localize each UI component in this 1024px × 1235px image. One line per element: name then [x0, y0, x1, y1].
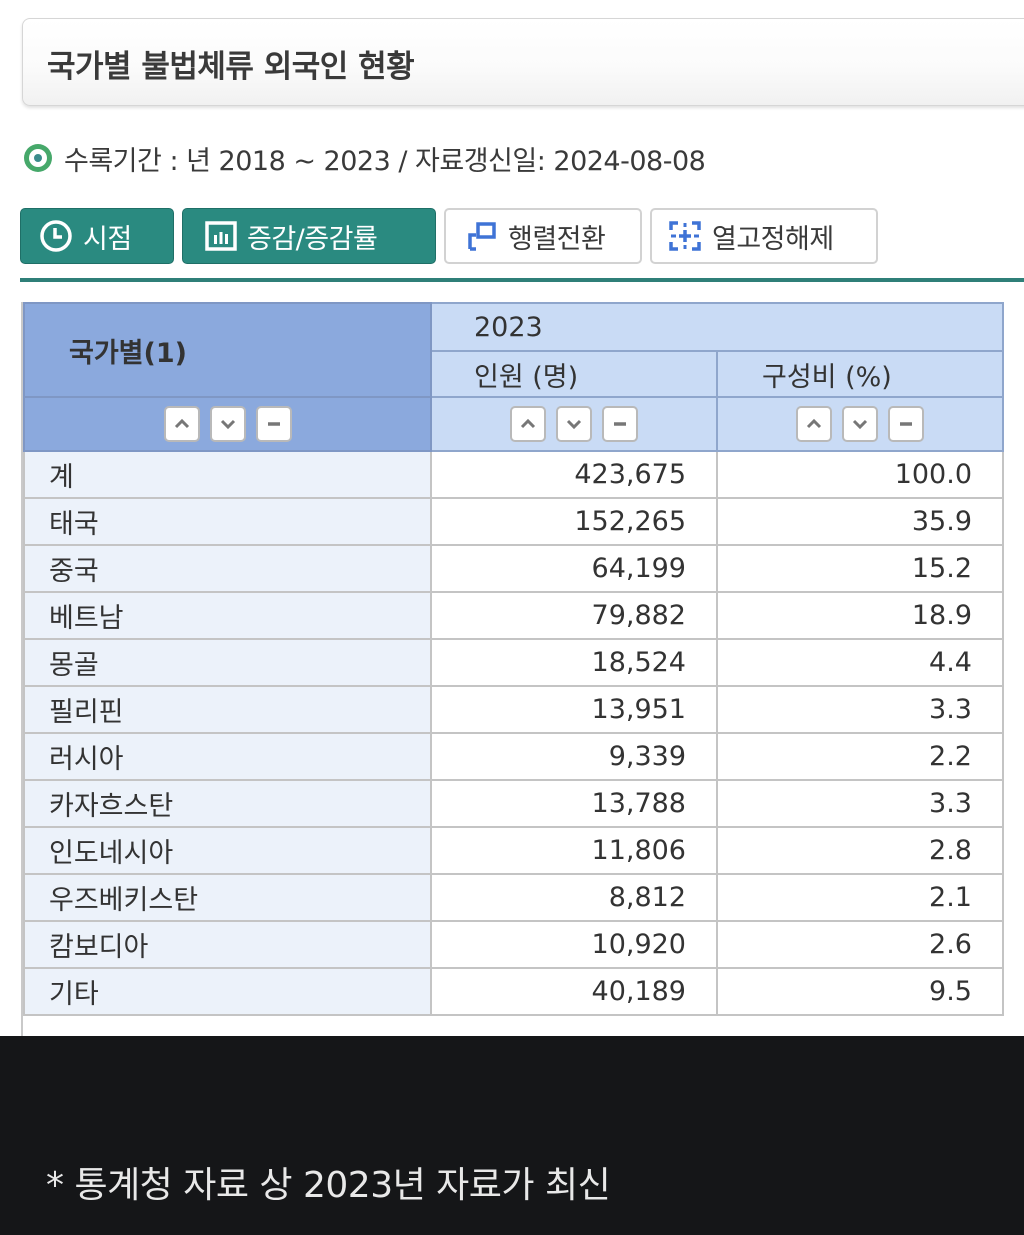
people-cell: 13,951 [430, 685, 718, 734]
sort-ascending-button[interactable] [163, 406, 200, 442]
country-cell: 중국 [23, 544, 432, 593]
people-cell: 18,524 [430, 638, 718, 687]
period-text: 수록기간 : 년 2018 ~ 2023 / 자료갱신일: 2024-08-08 [64, 145, 706, 177]
sort-descending-button[interactable] [556, 406, 592, 442]
statistics-table-container: 국가별(1) 2023 인원 (명) 구성비 (%) [21, 302, 1024, 1036]
table-row: 베트남 79,882 18.9 [23, 591, 1004, 640]
frame-plus-icon [668, 220, 702, 252]
people-cell: 10,920 [430, 920, 718, 969]
share-cell: 18.9 [716, 591, 1004, 640]
share-cell: 2.8 [716, 826, 1004, 875]
table-row: 인도네시아 11,806 2.8 [23, 826, 1004, 875]
country-cell: 기타 [23, 967, 432, 1016]
table-row: 러시아 9,339 2.2 [23, 732, 1004, 781]
table-row: 카자흐스탄 13,788 3.3 [23, 779, 1004, 828]
share-cell: 2.6 [716, 920, 1004, 969]
statistics-table: 국가별(1) 2023 인원 (명) 구성비 (%) [23, 302, 1004, 1016]
column-header-share: 구성비 (%) [716, 350, 1004, 398]
people-cell: 8,812 [430, 873, 718, 922]
bullet-circle-icon [24, 144, 52, 172]
share-sort-controls [716, 396, 1004, 452]
share-cell: 4.4 [716, 638, 1004, 687]
toolbar: 시점 증감/증감률 행렬전환 열고정해제 [20, 208, 878, 264]
people-cell: 64,199 [430, 544, 718, 593]
caption-footer: * 통계청 자료 상 2023년 자료가 최신 [0, 1036, 1024, 1235]
column-header-people: 인원 (명) [430, 350, 718, 398]
people-cell: 13,788 [430, 779, 718, 828]
table-row: 태국 152,265 35.9 [23, 497, 1004, 546]
bar-chart-icon [205, 221, 237, 251]
people-cell: 9,339 [430, 732, 718, 781]
time-point-label: 시점 [83, 223, 132, 255]
toolbar-divider [20, 278, 1024, 282]
country-cell: 우즈베키스탄 [23, 873, 432, 922]
people-cell: 152,265 [430, 497, 718, 546]
country-cell: 러시아 [23, 732, 432, 781]
sort-reset-button[interactable] [255, 406, 292, 442]
table-row: 필리핀 13,951 3.3 [23, 685, 1004, 734]
pivot-label: 행렬전환 [508, 223, 606, 255]
pivot-icon [466, 221, 498, 251]
share-cell: 2.1 [716, 873, 1004, 922]
pivot-button[interactable]: 행렬전환 [444, 208, 642, 264]
table-row: 몽골 18,524 4.4 [23, 638, 1004, 687]
table-row: 기타 40,189 9.5 [23, 967, 1004, 1016]
share-cell: 35.9 [716, 497, 1004, 546]
people-cell: 79,882 [430, 591, 718, 640]
sort-descending-button[interactable] [209, 406, 246, 442]
share-cell: 9.5 [716, 967, 1004, 1016]
time-point-button[interactable]: 시점 [20, 208, 174, 264]
table-row: 중국 64,199 15.2 [23, 544, 1004, 593]
unfreeze-columns-button[interactable]: 열고정해제 [650, 208, 878, 264]
share-cell: 100.0 [716, 450, 1004, 499]
country-cell: 카자흐스탄 [23, 779, 432, 828]
country-cell: 몽골 [23, 638, 432, 687]
footnote-text: * 통계청 자료 상 2023년 자료가 최신 [46, 1165, 611, 1206]
clock-icon [39, 219, 73, 253]
unfreeze-columns-label: 열고정해제 [712, 223, 834, 255]
country-cell: 인도네시아 [23, 826, 432, 875]
title-box: 국가별 불법체류 외국인 현황 [22, 18, 1024, 106]
share-cell: 15.2 [716, 544, 1004, 593]
country-cell: 태국 [23, 497, 432, 546]
share-cell: 2.2 [716, 732, 1004, 781]
sort-reset-button[interactable] [888, 406, 924, 442]
people-cell: 11,806 [430, 826, 718, 875]
country-sort-controls [23, 396, 432, 452]
sort-reset-button[interactable] [602, 406, 638, 442]
country-cell: 필리핀 [23, 685, 432, 734]
country-cell: 캄보디아 [23, 920, 432, 969]
row-header-country: 국가별(1) [23, 302, 432, 398]
country-cell: 베트남 [23, 591, 432, 640]
table-row: 계 423,675 100.0 [23, 450, 1004, 499]
people-cell: 40,189 [430, 967, 718, 1016]
share-cell: 3.3 [716, 779, 1004, 828]
table-row: 캄보디아 10,920 2.6 [23, 920, 1004, 969]
table-row: 우즈베키스탄 8,812 2.1 [23, 873, 1004, 922]
column-header-year: 2023 [430, 302, 1004, 352]
sort-descending-button[interactable] [842, 406, 878, 442]
collection-period: 수록기간 : 년 2018 ~ 2023 / 자료갱신일: 2024-08-08 [24, 140, 706, 177]
sort-ascending-button[interactable] [796, 406, 832, 442]
country-cell: 계 [23, 450, 432, 499]
share-cell: 3.3 [716, 685, 1004, 734]
sort-ascending-button[interactable] [510, 406, 546, 442]
people-sort-controls [430, 396, 718, 452]
change-rate-button[interactable]: 증감/증감률 [182, 208, 436, 264]
page-title: 국가별 불법체류 외국인 현황 [47, 49, 415, 85]
change-rate-label: 증감/증감률 [247, 223, 378, 255]
people-cell: 423,675 [430, 450, 718, 499]
